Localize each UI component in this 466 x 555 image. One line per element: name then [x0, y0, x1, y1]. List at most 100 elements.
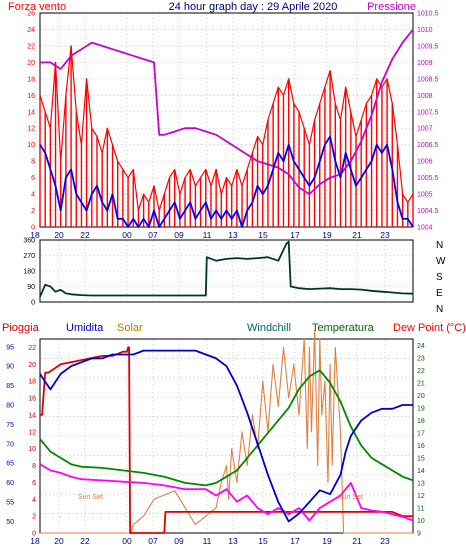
- bot-humidity-tick-80: 80: [6, 402, 14, 409]
- top-xtick-09: 09: [174, 230, 184, 240]
- top-xtick-15: 15: [258, 230, 268, 240]
- wind-series: [39, 135, 414, 228]
- chart-title: 24 hour graph day : 29 Aprile 2020: [169, 1, 338, 13]
- top-left-tick-2: 2: [31, 208, 35, 215]
- top-left-tick-0: 0: [31, 225, 35, 232]
- gust-series: [39, 45, 414, 212]
- top-left-tick-18: 18: [27, 76, 35, 83]
- bot-rain-tick-20: 20: [28, 362, 36, 369]
- bot-temp-tick-14: 14: [417, 468, 425, 475]
- bot-temp-tick-23: 23: [417, 355, 425, 362]
- bot-xtick-17: 17: [290, 536, 300, 546]
- top-left-tick-6: 6: [31, 175, 35, 182]
- bot-rain-tick-2: 2: [32, 514, 36, 521]
- top-right-tick-1005: 1005: [417, 192, 433, 199]
- bot-xtick-21: 21: [352, 536, 362, 546]
- top-left-tick-10: 10: [27, 142, 35, 149]
- top-xtick-00: 00: [122, 230, 132, 240]
- bot-rain-tick-10: 10: [28, 446, 36, 453]
- bot-humidity-tick-95: 95: [6, 344, 14, 351]
- top-left-tick-12: 12: [27, 126, 35, 133]
- bot-rain-tick-14: 14: [28, 412, 36, 419]
- top-right-tick-1006.5: 1006.5: [417, 142, 439, 149]
- tick-layer: 18 20 22 00 07 09 11 13 15 17 19 21 2302468101214161…: [6, 11, 438, 547]
- bot-rain-tick-4: 4: [32, 497, 36, 504]
- bot-humidity-tick-55: 55: [6, 499, 14, 506]
- bot-temp-tick-17: 17: [417, 430, 425, 437]
- mid-tick-0: 0: [31, 300, 35, 307]
- bot-rain-tick-16: 16: [28, 396, 36, 403]
- bot-temp-tick-10: 10: [417, 518, 425, 525]
- top-right-tick-1004: 1004: [417, 225, 433, 232]
- bot-temp-tick-21: 21: [417, 380, 425, 387]
- top-left-tick-4: 4: [31, 192, 35, 199]
- top-left-tick-8: 8: [31, 159, 35, 166]
- direction-label-w: W: [436, 256, 446, 267]
- bot-humidity-tick-70: 70: [6, 441, 14, 448]
- top-right-tick-1008: 1008: [417, 93, 433, 100]
- bot-temp-tick-24: 24: [417, 343, 425, 350]
- top-xtick-11: 11: [203, 230, 212, 240]
- bot-xtick-19: 19: [322, 536, 332, 546]
- mid-tick-360: 360: [23, 238, 35, 245]
- pressure-label: Pressione: [367, 1, 416, 13]
- bot-xtick-09: 09: [174, 536, 184, 546]
- mid-tick-270: 270: [23, 253, 35, 260]
- top-left-tick-20: 20: [27, 60, 35, 67]
- series-layer: [39, 28, 414, 534]
- dewpoint-series: [39, 463, 414, 522]
- direction-label-e: E: [436, 288, 443, 299]
- bot-rain-tick-6: 6: [32, 480, 36, 487]
- bot-rain-tick-12: 12: [28, 429, 36, 436]
- top-right-tick-1009.5: 1009.5: [417, 43, 439, 50]
- humidity-series: [39, 349, 413, 523]
- top-xtick-18: 18: [30, 230, 40, 240]
- top-right-tick-1008.5: 1008.5: [417, 76, 439, 83]
- bottom-panel-frame: [39, 338, 414, 534]
- top-left-tick-24: 24: [27, 27, 35, 34]
- bot-humidity-tick-50: 50: [6, 519, 14, 526]
- bot-xtick-11: 11: [203, 536, 212, 546]
- mid-tick-180: 180: [23, 269, 35, 276]
- top-right-tick-1009: 1009: [417, 60, 433, 67]
- bot-xtick-22: 22: [80, 536, 90, 546]
- solar-series: [40, 330, 413, 534]
- top-xtick-13: 13: [228, 230, 238, 240]
- direction-label-s: S: [436, 272, 443, 283]
- bot-temp-tick-15: 15: [417, 455, 425, 462]
- dewpoint-label: Dew Point (°C): [393, 322, 466, 334]
- bot-temp-tick-11: 11: [417, 505, 424, 512]
- top-right-tick-1007: 1007: [417, 126, 433, 133]
- temperature-label: Temperatura: [312, 322, 375, 334]
- wind-speed-label: Forza vento: [8, 1, 66, 13]
- top-xtick-22: 22: [80, 230, 90, 240]
- bot-temp-tick-22: 22: [417, 368, 425, 375]
- bot-xtick-13: 13: [228, 536, 238, 546]
- bot-xtick-18: 18: [30, 536, 40, 546]
- bot-temp-tick-20: 20: [417, 393, 425, 400]
- direction-label-n-top: N: [436, 240, 443, 251]
- bot-rain-tick-0: 0: [32, 531, 36, 538]
- mid-tick-90: 90: [27, 284, 35, 291]
- bot-humidity-tick-60: 60: [6, 480, 14, 487]
- top-right-tick-1005.5: 1005.5: [417, 175, 439, 182]
- bot-xtick-00: 00: [122, 536, 132, 546]
- direction-series: [39, 240, 414, 298]
- bot-temp-tick-19: 19: [417, 405, 425, 412]
- sunset-annotation-evening: Sun Set: [78, 494, 103, 501]
- bot-xtick-20: 20: [54, 536, 64, 546]
- bot-rain-tick-8: 8: [32, 463, 36, 470]
- bot-rain-tick-18: 18: [28, 379, 36, 386]
- rain-label: Pioggia: [2, 322, 40, 334]
- bot-humidity-tick-90: 90: [6, 364, 14, 371]
- bot-temp-tick-13: 13: [417, 480, 425, 487]
- direction-label-n-bottom: N: [436, 304, 443, 315]
- top-right-tick-1010: 1010: [417, 27, 433, 34]
- bot-temp-tick-18: 18: [417, 418, 425, 425]
- bot-temp-tick-16: 16: [417, 443, 425, 450]
- top-right-tick-1007.5: 1007.5: [417, 109, 439, 116]
- bot-humidity-tick-75: 75: [6, 422, 14, 429]
- sunset-annotation-today: Sun Set: [338, 494, 363, 501]
- top-xtick-19: 19: [322, 230, 332, 240]
